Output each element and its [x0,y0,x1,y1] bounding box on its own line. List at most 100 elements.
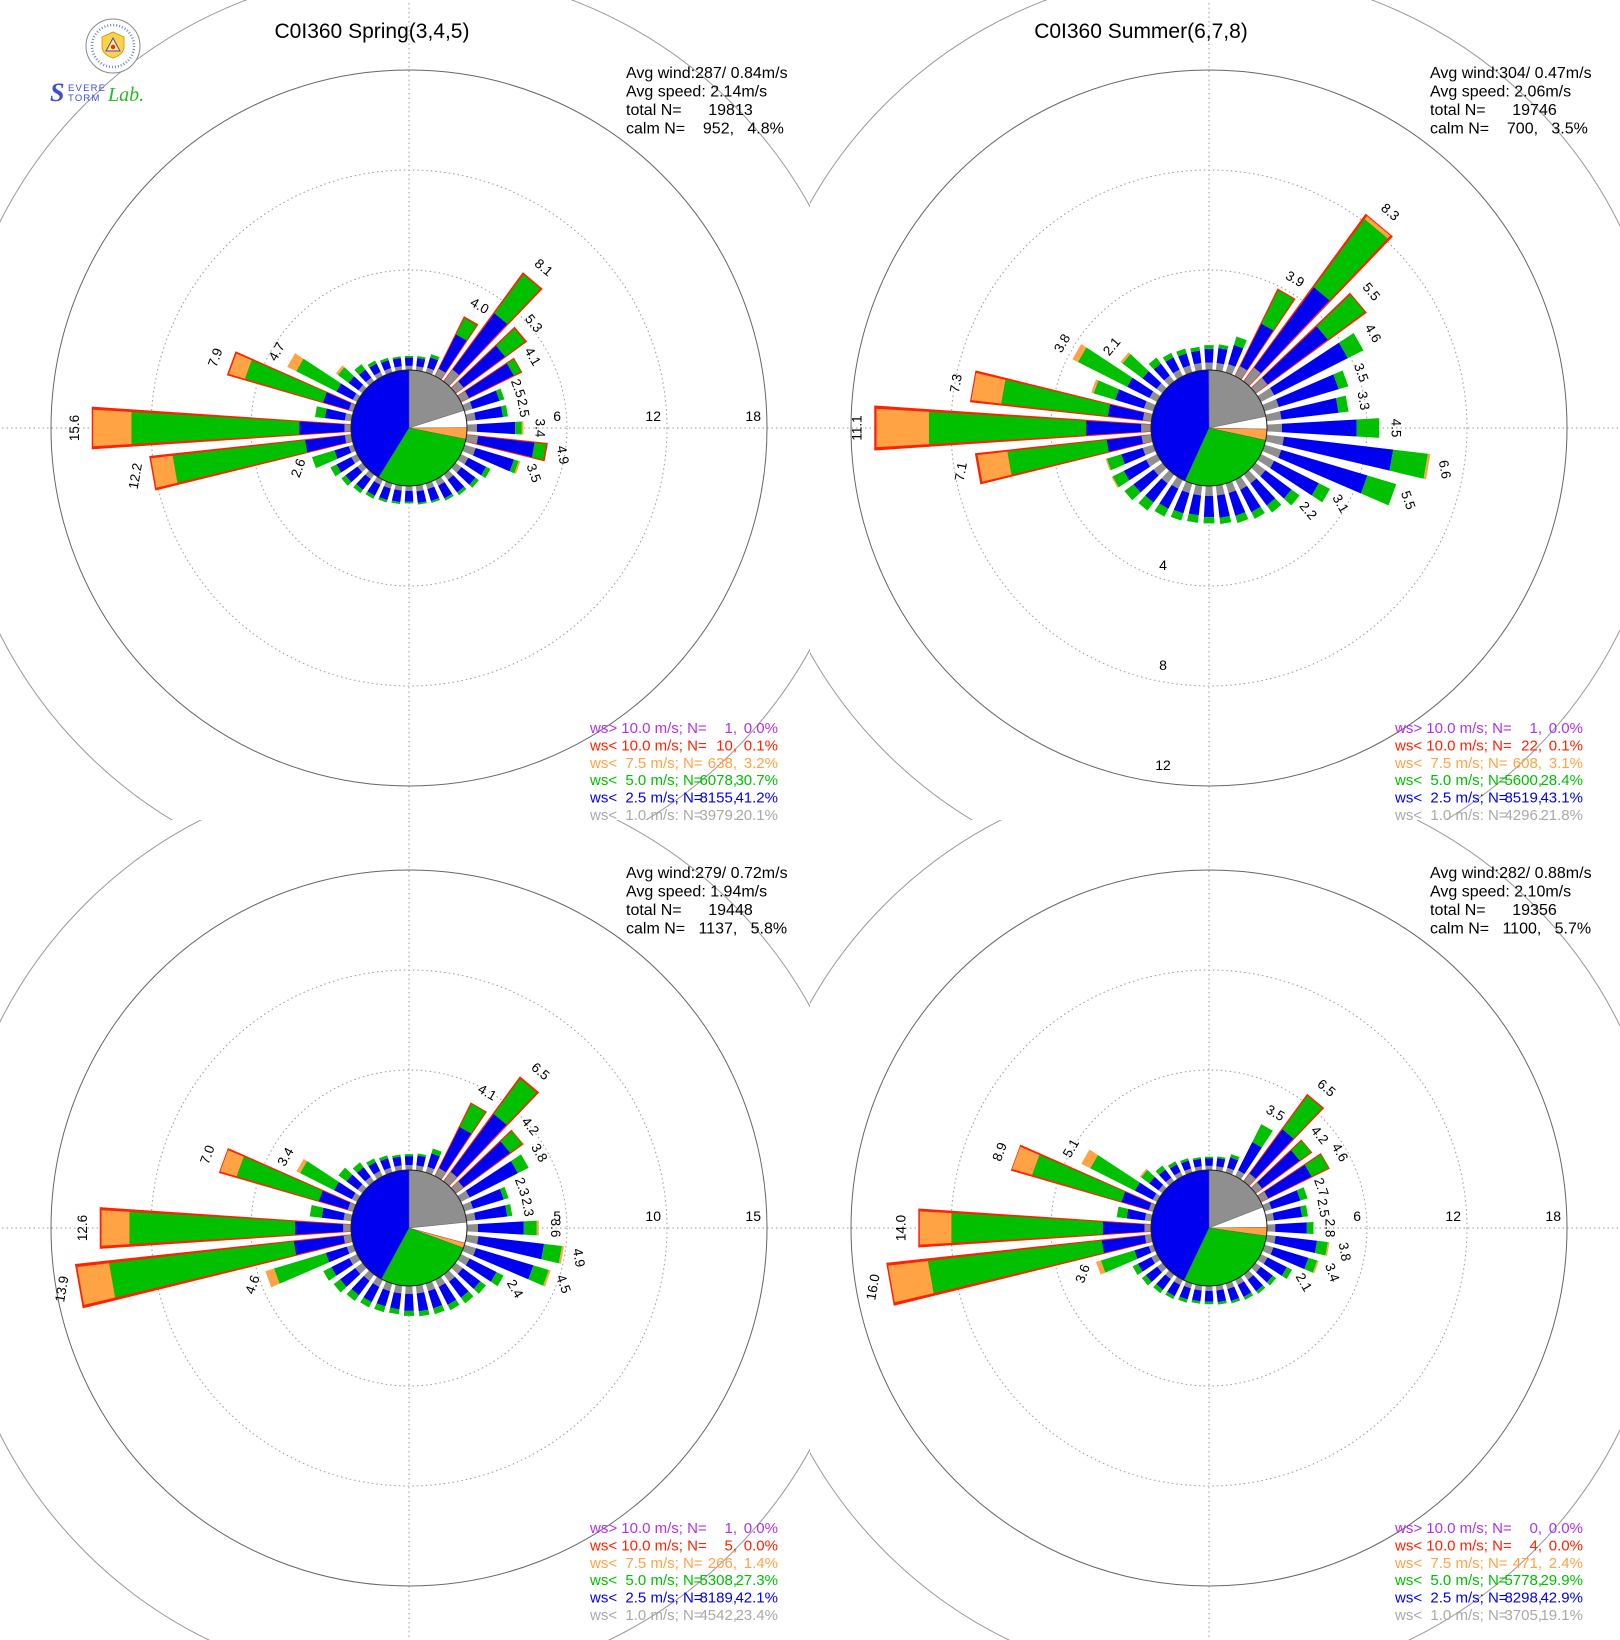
petal-segment [977,451,1012,482]
petal-segment [1134,1246,1152,1259]
petal-segment [541,1243,562,1264]
petal-segment [1230,1154,1240,1161]
legend-count: 10, [716,737,737,754]
petal-value-label: 3.6 [548,1219,563,1238]
petal-segment [465,1212,476,1222]
petal-segment [430,498,440,504]
petal-value-label: 15.6 [67,415,82,441]
petal-value-label: 3.4 [1322,1261,1343,1284]
legend-label: ws< 1.0 m/s; N= [1394,807,1508,824]
chart-title: C0I360 Summer(6,7,8) [1034,20,1248,43]
petal-segment [1217,1156,1226,1160]
petal-value-label: 2.3 [519,1197,537,1218]
petal-segment [1204,1156,1214,1159]
legend-percent: 21.8% [1540,807,1583,824]
petal-value-label: 4.2 [519,1114,543,1138]
chart-title: C0I360 Fall(9,10,11) [277,788,467,811]
petal-segment [324,408,347,421]
seal-text-ring-icon [90,23,136,69]
petal-segment [456,467,476,485]
petal-segment [357,1184,367,1194]
legend-label: ws< 7.5 m/s; N= [1394,1555,1508,1572]
petal-segment [392,356,401,360]
petal-segment [470,1188,504,1209]
petal-segment [1072,343,1087,363]
petal-segment [1291,1140,1311,1161]
petal-segment [425,1281,436,1292]
petal-value-label: 7.3 [947,373,965,394]
petal-value-label: 3.3 [1355,390,1373,411]
petal-segment [417,1153,427,1157]
petal-segment [1169,1164,1181,1176]
legend-count: 4542, [699,1607,737,1624]
petal-segment [1107,404,1145,421]
petal-value-label: 4.6 [1329,1141,1351,1165]
petal-segment [1120,352,1131,364]
petal-segment [431,1148,442,1157]
petal-value-label: 2.5 [514,397,532,418]
petal-segment [457,454,469,465]
petal-segment [528,1265,549,1286]
petal-segment [346,1289,359,1301]
petal-segment [438,334,467,373]
petal-segment [427,1288,443,1309]
petal-segment [500,1131,523,1153]
legend-percent: 23.4% [735,1607,778,1624]
petal-value-label: 13.9 [52,1275,71,1303]
petal-value-label: 4.2 [1308,1123,1332,1147]
legend-percent: 0.0% [1549,1520,1583,1537]
petal-segment [416,1292,429,1312]
petal-segment [1121,447,1146,465]
legend-percent: 42.9% [1540,1590,1583,1607]
petal-segment [1188,494,1202,516]
petal-segment [1262,1244,1274,1255]
petal-segment [295,1221,344,1235]
petal-segment [1183,365,1193,375]
petal-segment [477,1236,545,1260]
petal-segment [1205,485,1213,496]
petal-segment [405,1285,413,1294]
petal-segment [1230,1298,1241,1304]
petal-segment [352,393,361,402]
pie-outline [350,1169,468,1287]
legend-count: 1, [724,720,737,737]
petal-value-label: 2.1 [1293,1270,1315,1294]
petal-segment [1215,1284,1224,1291]
petal-segment [365,491,375,499]
legend-count: 608, [1513,755,1542,772]
petal-segment [971,372,1006,404]
petal-value-label: 8.3 [1378,200,1402,224]
petal-segment [287,353,304,372]
petal-segment [296,358,342,392]
legend-count: 8519, [1504,790,1542,807]
petal-segment [1161,470,1175,484]
petal-value-label: 8.1 [532,256,556,280]
petal-segment [1266,1224,1276,1232]
petal-segment [1260,470,1292,499]
petal-segment [1204,1301,1214,1305]
petal-segment [378,497,388,503]
petal-segment [1218,344,1229,350]
petal-value-label: 3.8 [528,1141,550,1165]
legend-percent: 20.1% [735,807,778,824]
petal-value-label: 12.6 [75,1215,90,1241]
petal-segment [77,1263,116,1305]
petal-segment [1314,1240,1328,1256]
petal-segment [1256,1266,1273,1283]
petal-segment [416,1155,426,1167]
petal-segment [172,440,308,483]
petal-value-label: 3.8 [1336,1241,1354,1262]
panel-summer: 3.9 8.3 5.5 4.6 3.5 3.3 4.5 6.6 5.5 3.1 2.2 7.1 11.1… [810,0,1620,824]
petal-segment [1282,1095,1322,1139]
petal-segment [101,1210,130,1246]
petal-value-label: 7.9 [205,346,226,369]
petal-segment [358,369,372,383]
stats-line: calm N= 1137, 5.8% [626,921,787,938]
petal-segment [490,1272,504,1287]
petal-segment [1153,363,1170,381]
petal-segment [1304,1154,1329,1177]
ring-scale-label: 12 [1155,757,1171,773]
petal-segment [1191,350,1202,365]
legend-count: 3705, [1504,1607,1542,1624]
petal-segment [1312,1260,1319,1274]
